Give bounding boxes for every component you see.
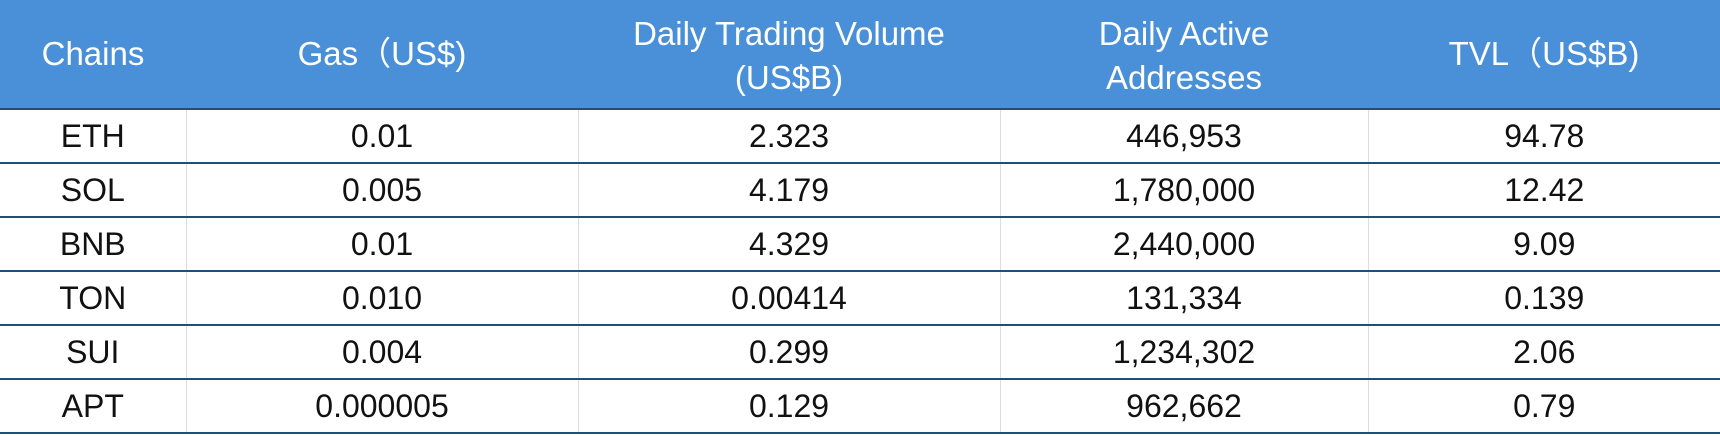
cell-tvl: 9.09 [1367,217,1720,272]
cell-chain: SUI [0,325,186,380]
header-tvl-label: TVL（US$B) [1448,35,1640,72]
header-gas: Gas（US$) [186,0,578,110]
cell-addresses: 962,662 [999,379,1368,434]
cell-chain: ETH [0,109,186,164]
header-addresses-line2: Addresses [1106,59,1262,96]
cell-chain: BNB [0,217,186,272]
cell-gas: 0.010 [185,271,578,326]
cell-volume: 4.179 [577,163,1000,218]
cell-addresses: 1,780,000 [999,163,1368,218]
table-row: TON 0.010 0.00414 131,334 0.139 [0,271,1720,326]
cell-chain: TON [0,271,186,326]
header-addresses-line1: Daily Active [1098,15,1270,52]
table-row: SUI 0.004 0.299 1,234,302 2.06 [0,325,1720,380]
header-volume-line1: Daily Trading Volume [633,15,945,52]
cell-tvl: 0.79 [1367,379,1720,434]
cell-gas: 0.004 [185,325,578,380]
header-gas-label: Gas（US$) [297,35,467,72]
header-volume-line2: (US$B) [734,59,844,96]
cell-volume: 0.00414 [577,271,1000,326]
table-row: BNB 0.01 4.329 2,440,000 9.09 [0,217,1720,272]
cell-addresses: 446,953 [999,109,1368,164]
cell-gas: 0.005 [185,163,578,218]
cell-chain: APT [0,379,186,434]
table-row: ETH 0.01 2.323 446,953 94.78 [0,109,1720,164]
cell-chain: SOL [0,163,186,218]
table-row: SOL 0.005 4.179 1,780,000 12.42 [0,163,1720,218]
header-chains: Chains [0,0,186,110]
cell-volume: 2.323 [577,109,1000,164]
table-row: APT 0.000005 0.129 962,662 0.79 [0,379,1720,434]
cell-gas: 0.01 [185,109,578,164]
cell-volume: 0.299 [577,325,1000,380]
cell-addresses: 131,334 [999,271,1368,326]
header-daily-active-addresses: Daily Active Addresses [1000,0,1368,110]
cell-volume: 4.329 [577,217,1000,272]
cell-tvl: 94.78 [1367,109,1720,164]
header-daily-trading-volume: Daily Trading Volume (US$B) [578,0,1000,110]
cell-volume: 0.129 [577,379,1000,434]
table-header-row: Chains Gas（US$) Daily Trading Volume (US… [0,0,1720,110]
cell-tvl: 2.06 [1367,325,1720,380]
cell-addresses: 2,440,000 [999,217,1368,272]
cell-gas: 0.01 [185,217,578,272]
cell-gas: 0.000005 [185,379,578,434]
header-tvl: TVL（US$B) [1368,0,1720,110]
cell-addresses: 1,234,302 [999,325,1368,380]
cell-tvl: 12.42 [1367,163,1720,218]
cell-tvl: 0.139 [1367,271,1720,326]
header-chains-label: Chains [41,35,145,72]
